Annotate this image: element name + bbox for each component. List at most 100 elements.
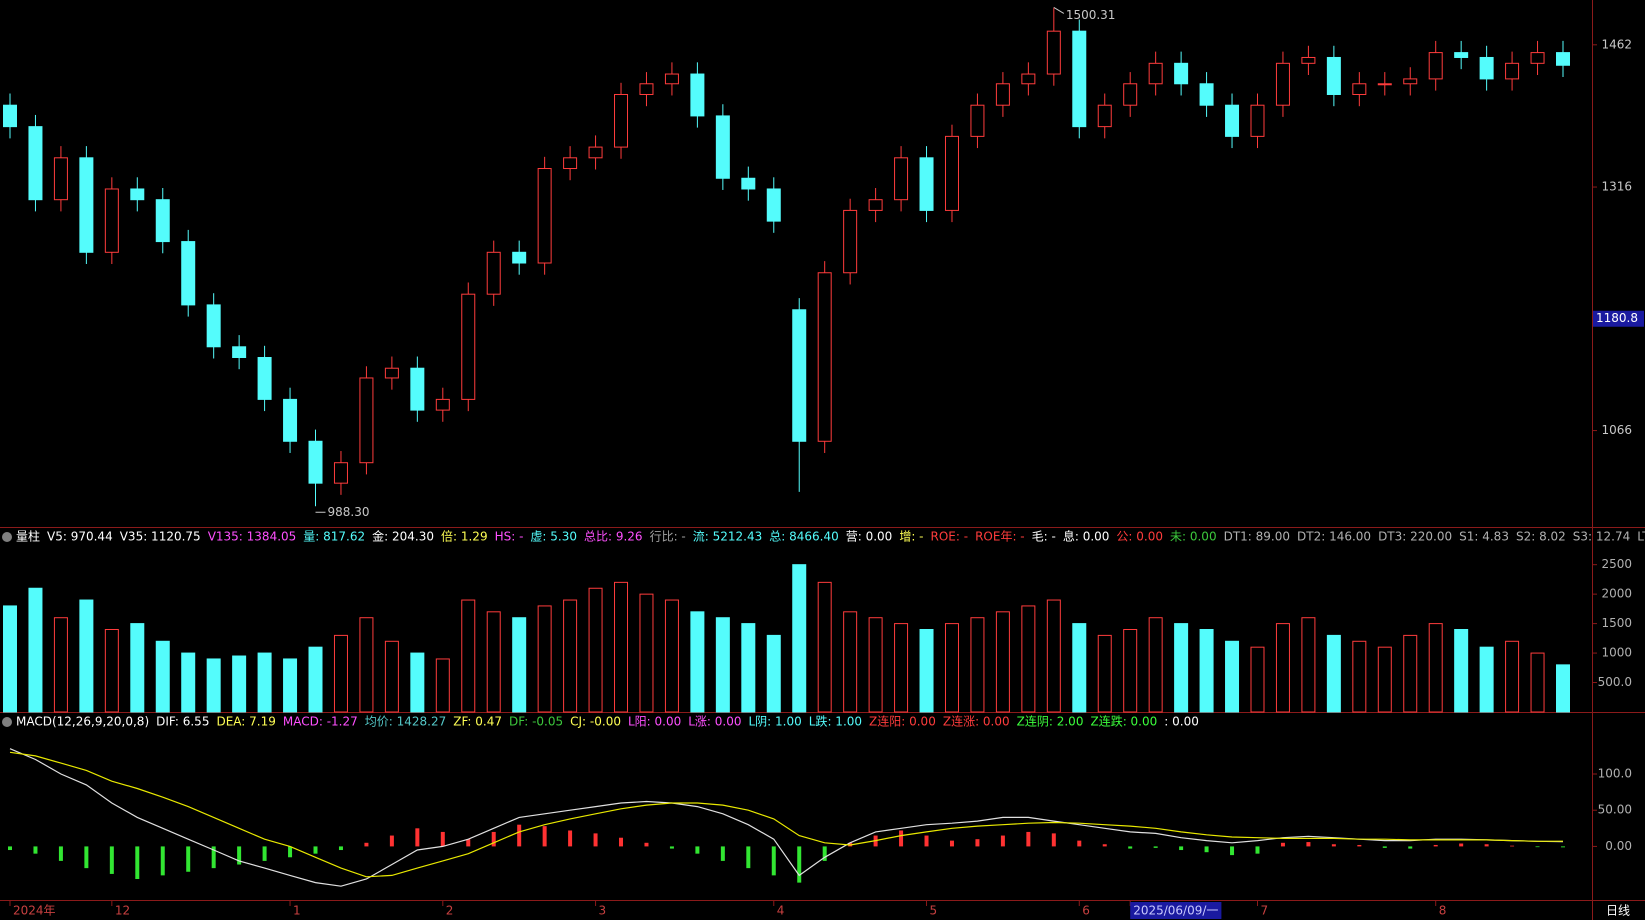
collapse-icon <box>2 532 12 542</box>
indicator-value: L涨: 0.00 <box>688 714 741 729</box>
volume-bar <box>792 564 807 713</box>
candle-body <box>512 251 527 264</box>
indicator-value: DEA: 7.19 <box>216 715 275 729</box>
volume-bar <box>1377 646 1392 713</box>
candle-body <box>206 304 221 348</box>
indicator-value: L阴: 1.00 <box>749 715 802 729</box>
x-tick-label: 2024年 <box>13 904 56 918</box>
indicator-value: 虚: 5.30 <box>530 530 577 544</box>
indicator-value: 息: 0.00 <box>1063 529 1110 544</box>
indicator-value: 金: 204.30 <box>372 529 434 544</box>
candle-body <box>1556 52 1570 66</box>
candle-body <box>1454 52 1469 58</box>
volume-bar <box>1148 617 1163 713</box>
candle-body <box>104 188 119 253</box>
indicator-value: ROE年: - <box>975 530 1025 544</box>
volume-bar <box>1072 623 1087 713</box>
y-tick-label: 50.00 <box>1598 803 1632 817</box>
volume-bar <box>1326 634 1341 713</box>
indicator-value: DT3: 220.00 <box>1378 530 1452 544</box>
volume-bar <box>588 587 603 713</box>
candle-body <box>537 168 552 264</box>
volume-bar <box>308 646 323 713</box>
indicator-value: 增: - <box>899 530 923 544</box>
candle-body <box>232 346 247 359</box>
volume-bar <box>410 652 425 713</box>
volume-bar <box>1428 623 1443 713</box>
indicator-value: 总: 8466.40 <box>769 530 838 544</box>
candle-body <box>1275 62 1290 106</box>
indicator-value: V35: 1120.75 <box>120 530 201 544</box>
volume-bar <box>537 605 552 713</box>
volume-bar <box>690 611 705 713</box>
candle-body <box>1148 62 1163 85</box>
candle-body <box>1377 83 1392 86</box>
candle-body <box>384 367 399 379</box>
volume-bar <box>53 617 68 713</box>
volume-bar <box>28 587 43 713</box>
volume-bar <box>232 655 247 713</box>
volume-bar <box>1123 629 1138 713</box>
candle-body <box>1174 62 1189 85</box>
candle-body <box>970 104 985 137</box>
volume-bar <box>1225 640 1240 713</box>
candle-body <box>944 135 959 211</box>
y-tick-label: 1066 <box>1601 423 1632 437</box>
candle-body <box>1072 30 1087 128</box>
indicator-value: S3: 12.74 <box>1573 530 1630 544</box>
candle-body <box>766 188 781 222</box>
indicator-value: L阳: 0.00 <box>628 715 681 729</box>
y-tick-label: 2000 <box>1601 587 1632 601</box>
indicator-value: 流: 5212.43 <box>693 530 762 544</box>
volume-bar <box>3 605 17 713</box>
volume-bar <box>970 617 985 713</box>
candle-body <box>1403 78 1418 85</box>
volume-bar <box>512 617 527 713</box>
candle-body <box>817 272 832 442</box>
volume-bar <box>206 658 221 713</box>
x-tick-label: 1 <box>293 904 301 918</box>
volume-bar <box>1199 629 1214 713</box>
indicator-value: 量: 817.62 <box>303 530 365 544</box>
y-tick-label: 1500 <box>1601 616 1632 630</box>
x-tick-label: 2 <box>446 904 454 918</box>
highlight-box <box>1130 902 1222 919</box>
x-tick-label: 6 <box>1082 904 1090 918</box>
volume-bar <box>868 617 883 713</box>
indicator-value: LT: 7.00 <box>1637 530 1645 544</box>
volume-bar <box>1021 605 1036 713</box>
macd-line <box>9 748 1564 887</box>
volume-bar <box>1505 640 1520 713</box>
candle-body <box>1530 52 1545 64</box>
indicator-value: 总比: 9.26 <box>584 530 643 544</box>
volume-bar <box>1174 623 1189 713</box>
indicator-value: 未: 0.00 <box>1170 530 1217 544</box>
volume-bar <box>843 611 858 713</box>
candle-body <box>1326 56 1341 95</box>
volume-bar <box>1250 646 1265 713</box>
candle-body <box>1505 62 1520 80</box>
volume-bar <box>79 599 94 713</box>
candle-body <box>308 440 323 484</box>
indicator-value: CJ: -0.00 <box>570 715 621 729</box>
volume-bar <box>563 599 578 713</box>
candle-body <box>894 157 909 201</box>
volume-bar <box>359 617 374 713</box>
candle-body <box>588 146 603 159</box>
indicator-value: DIF: 6.55 <box>156 715 209 729</box>
candle-body <box>1301 56 1316 64</box>
candle-body <box>792 309 807 442</box>
volume-bar <box>384 640 399 713</box>
candle-body <box>1225 104 1240 137</box>
volume-bar <box>1403 634 1418 713</box>
volume-bar <box>715 617 730 713</box>
macd-line <box>9 751 1564 878</box>
volume-bar <box>1454 629 1469 713</box>
x-tick-label: 2025/06/09/一 <box>1133 904 1218 918</box>
volume-bar <box>1556 664 1570 713</box>
indicator-value: V135: 1384.05 <box>208 530 297 544</box>
x-tick-label: 7 <box>1260 904 1268 918</box>
volume-bar <box>741 623 756 713</box>
volume-bar <box>181 652 196 713</box>
